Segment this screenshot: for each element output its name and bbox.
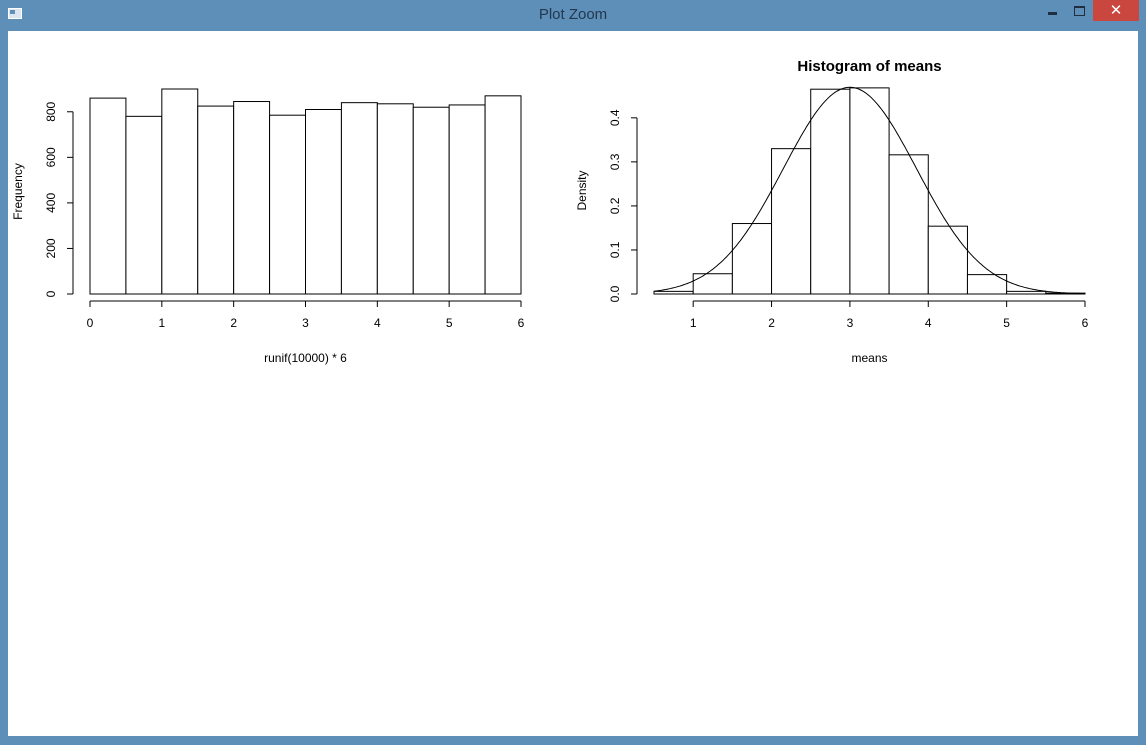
plot1-bar [305, 109, 342, 295]
plot1-y-tick-label: 800 [44, 101, 58, 121]
plot2-x-tick-label: 5 [1003, 316, 1010, 330]
plot1-bar [376, 103, 414, 295]
plot-area: 0 1 2 3 4 5 6 0 200 400 600 800 runif(10000) * 6 Freq… [8, 31, 1138, 736]
plot1-y-axis-label: Frequency [11, 163, 25, 220]
maximize-button[interactable] [1066, 0, 1093, 21]
plot2-bar [653, 290, 694, 295]
plot2-y-tick-label: 0.1 [608, 241, 622, 258]
close-button[interactable]: ✕ [1093, 0, 1139, 21]
plot2-y-axis-label: Density [575, 170, 589, 210]
plot1-x-tick-label: 4 [374, 316, 381, 330]
plot2-x-tick-label: 1 [690, 316, 697, 330]
plot2-title: Histogram of means [797, 58, 941, 75]
window-title: Plot Zoom [538, 6, 608, 23]
plot1-y-tick-label: 0 [44, 290, 58, 297]
plot1-bar [412, 106, 450, 295]
plot2-bar [849, 87, 890, 295]
plot1-bar [448, 104, 486, 295]
plot2-bar [731, 223, 773, 295]
plot1-bar [340, 102, 378, 295]
plot1-y-tick-label: 200 [44, 238, 58, 258]
plot1-x-tick-label: 1 [158, 316, 165, 330]
plot2-bar [966, 274, 1008, 295]
plot1-bar [125, 115, 163, 295]
plot2-bar [927, 225, 968, 295]
plot2-x-tick-label: 4 [925, 316, 932, 330]
plot1-bar [197, 105, 235, 295]
plot1-x-tick-label: 5 [446, 316, 453, 330]
plot1-bar [161, 88, 199, 295]
plot2-y-tick-label: 0.4 [608, 109, 622, 126]
plot2-y-tick-label: 0.3 [608, 153, 622, 170]
plot1-x-tick-label: 2 [230, 316, 237, 330]
plot2-bar [1006, 290, 1047, 295]
plot2-bar [888, 154, 929, 295]
plot2-x-tick-label: 2 [768, 316, 775, 330]
plots-canvas: 0 1 2 3 4 5 6 0 200 400 600 800 runif(10000) * 6 Freq… [11, 58, 1089, 365]
close-icon: ✕ [1109, 1, 1123, 19]
plot2-bar [771, 148, 812, 295]
plot2-density-curve [653, 86, 1086, 295]
title-bar[interactable]: Plot Zoom ✕ [0, 0, 1146, 31]
plot1-bar [233, 101, 271, 295]
window-app-icon[interactable] [8, 8, 22, 19]
plot1-bar [89, 97, 127, 295]
plot2-x-tick-label: 3 [847, 316, 854, 330]
plot2-x-axis-label: means [851, 351, 887, 365]
plot2-bar [692, 273, 733, 295]
plot2-y-tick-label: 0.0 [608, 285, 622, 302]
plot1-bar [269, 114, 307, 295]
plot1-y-tick-label: 600 [44, 147, 58, 167]
plot1-y-tick-label: 400 [44, 193, 58, 213]
plot2-x-tick-label: 6 [1082, 316, 1089, 330]
plot1-x-axis-label: runif(10000) * 6 [264, 351, 347, 365]
plot1-x-tick-label: 6 [518, 316, 525, 330]
minimize-button[interactable] [1039, 0, 1066, 21]
plot1-bar [484, 95, 522, 295]
plot1-x-tick-label: 3 [302, 316, 309, 330]
plot2-bar [810, 88, 851, 295]
plot1-x-tick-label: 0 [87, 316, 94, 330]
plot2-y-tick-label: 0.2 [608, 197, 622, 214]
